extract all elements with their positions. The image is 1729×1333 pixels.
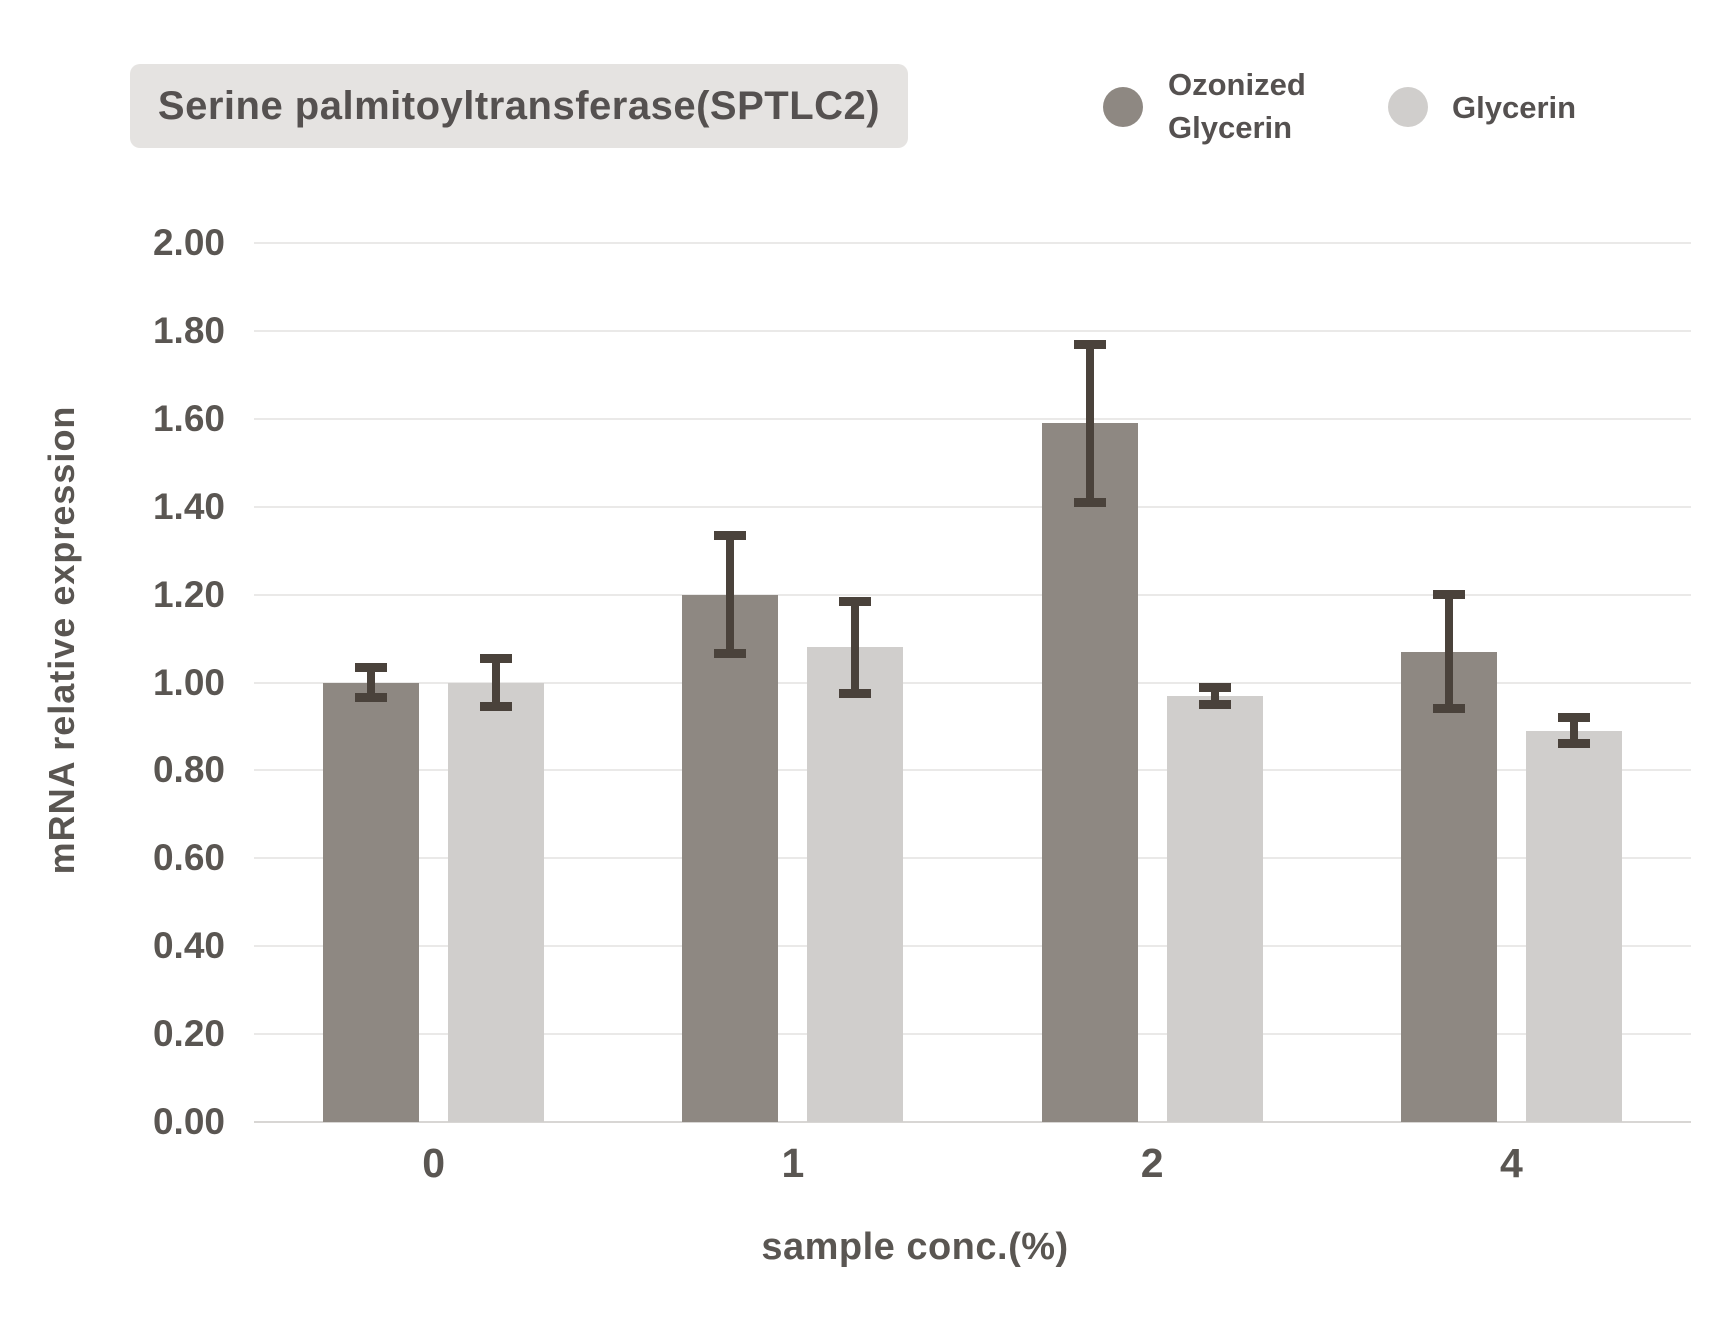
y-tick-label: 0.80 xyxy=(152,749,225,791)
error-bar-glycerin-0-cap-top xyxy=(480,653,513,663)
legend-marker-glycerin-icon xyxy=(1388,87,1428,127)
x-tick-label: 4 xyxy=(1499,1140,1523,1186)
y-axis-title: mRNA relative expression xyxy=(41,405,82,875)
gridline xyxy=(254,769,1691,772)
error-bar-ozonized-glycerin-1-cap-top xyxy=(714,530,747,540)
error-bar-glycerin-2 xyxy=(1210,682,1219,709)
y-tick-label: 1.40 xyxy=(152,485,225,527)
gridline xyxy=(254,945,1691,948)
y-tick-label: 1.80 xyxy=(152,309,225,351)
error-bar-ozonized-glycerin-2-cap-bottom xyxy=(1073,497,1106,507)
legend-label-glycerin: Glycerin xyxy=(1452,90,1577,125)
gridline xyxy=(254,242,1691,244)
error-bar-glycerin-4 xyxy=(1569,713,1578,749)
gridline xyxy=(254,857,1691,860)
error-bar-ozonized-glycerin-0-cap-bottom xyxy=(355,693,388,703)
gridline xyxy=(254,1033,1691,1036)
y-tick-label: 1.00 xyxy=(152,661,225,703)
error-bar-ozonized-glycerin-4-cap-bottom xyxy=(1432,704,1465,714)
error-bar-glycerin-4-cap-bottom xyxy=(1557,739,1590,749)
chart-title: Serine palmitoyltransferase(SPTLC2) xyxy=(157,83,881,128)
y-tick-label: 1.20 xyxy=(152,573,225,615)
error-bar-ozonized-glycerin-1-cap-bottom xyxy=(714,649,747,659)
bar-ozonized-glycerin-0 xyxy=(323,682,420,1122)
bar-glycerin-2 xyxy=(1166,695,1263,1122)
bar-glycerin-1 xyxy=(807,647,904,1122)
error-bar-glycerin-1-cap-top xyxy=(839,596,872,606)
x-tick-label: 0 xyxy=(422,1140,446,1186)
gridline xyxy=(254,417,1691,420)
legend-marker-ozonized-glycerin-icon xyxy=(1103,87,1143,127)
error-bar-ozonized-glycerin-0 xyxy=(367,662,376,703)
gridline xyxy=(254,681,1691,684)
chart-title-box: Serine palmitoyltransferase(SPTLC2) xyxy=(130,64,908,148)
error-bar-ozonized-glycerin-4 xyxy=(1444,590,1453,714)
y-tick-label: 0.40 xyxy=(152,925,225,967)
bar-glycerin-0 xyxy=(448,682,545,1122)
gridline xyxy=(254,593,1691,596)
y-tick-label: 0.00 xyxy=(152,1101,225,1142)
error-bar-ozonized-glycerin-0-cap-top xyxy=(355,662,388,672)
x-axis-title: sample conc.(%) xyxy=(761,1226,1069,1268)
error-bar-ozonized-glycerin-2 xyxy=(1085,339,1094,507)
plot-area xyxy=(254,242,1691,1123)
bar-glycerin-4 xyxy=(1525,730,1622,1122)
x-tick-label: 2 xyxy=(1140,1140,1164,1186)
error-bar-glycerin-0 xyxy=(492,653,501,712)
bar-ozonized-glycerin-2 xyxy=(1041,423,1138,1122)
error-bar-ozonized-glycerin-2-cap-top xyxy=(1073,339,1106,349)
y-tick-label: 0.20 xyxy=(152,1013,225,1055)
error-bar-glycerin-1-cap-bottom xyxy=(839,688,872,698)
bar-ozonized-glycerin-1 xyxy=(682,594,779,1122)
legend-label-ozonized-glycerin: Ozonized Glycerin xyxy=(1168,67,1306,145)
error-bar-glycerin-4-cap-top xyxy=(1557,713,1590,723)
error-bar-ozonized-glycerin-1 xyxy=(726,530,735,659)
error-bar-glycerin-2-cap-bottom xyxy=(1198,699,1231,709)
error-bar-ozonized-glycerin-4-cap-top xyxy=(1432,590,1465,600)
gridline xyxy=(254,1121,1691,1123)
error-bar-glycerin-2-cap-top xyxy=(1198,682,1231,692)
gridline xyxy=(254,505,1691,508)
bar-ozonized-glycerin-4 xyxy=(1400,651,1497,1122)
y-tick-label: 1.60 xyxy=(152,397,225,439)
x-tick-label: 1 xyxy=(781,1140,805,1186)
gridline xyxy=(254,329,1691,332)
y-tick-label: 0.60 xyxy=(152,837,225,879)
error-bar-glycerin-1 xyxy=(851,596,860,698)
y-tick-label: 2.00 xyxy=(152,222,225,263)
error-bar-glycerin-0-cap-bottom xyxy=(480,702,513,712)
